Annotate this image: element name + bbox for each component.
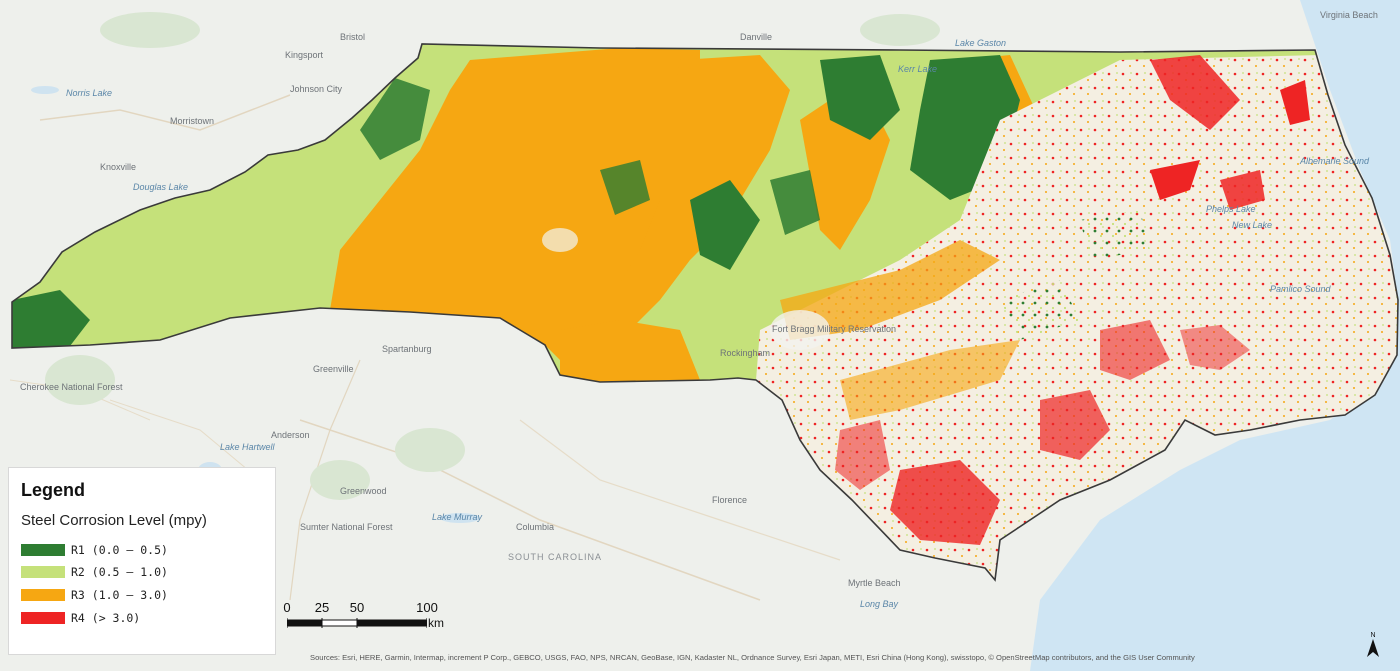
place-label: Pamlico Sound [1270, 284, 1332, 294]
place-label: Sumter National Forest [300, 522, 393, 532]
place-label: Fort Bragg Military Reservation [772, 324, 896, 334]
place-label: SOUTH CAROLINA [508, 552, 602, 562]
place-label: Knoxville [100, 162, 136, 172]
place-label: Kingsport [285, 50, 324, 60]
place-label: Bristol [340, 32, 365, 42]
place-label: Cherokee National Forest [20, 382, 123, 392]
legend-title: Legend [21, 480, 86, 500]
north-arrow-label: N [1370, 632, 1375, 639]
place-label: Morristown [170, 116, 214, 126]
scale-bar: 0 25 50 100 km [283, 600, 453, 632]
legend-swatch-r4 [21, 612, 65, 624]
scale-bar-graphic [287, 618, 427, 628]
place-label: Columbia [516, 522, 554, 532]
legend-label-r3: R3 (1.0 – 3.0) [71, 588, 168, 602]
place-label: Anderson [271, 430, 310, 440]
place-label: Rockingham [720, 348, 770, 358]
ocean [1030, 0, 1400, 671]
place-label: New Lake [1232, 220, 1272, 230]
place-label: Kerr Lake [898, 64, 937, 74]
place-label: Florence [712, 495, 747, 505]
legend-item-r1: R1 (0.0 – 0.5) [21, 542, 168, 558]
place-label: Lake Gaston [955, 38, 1006, 48]
legend-item-r2: R2 (0.5 – 1.0) [21, 564, 168, 580]
legend-swatch-r2 [21, 566, 65, 578]
place-label: Greenwood [340, 486, 387, 496]
place-label: Myrtle Beach [848, 578, 901, 588]
place-label: Greenville [313, 364, 354, 374]
place-label: Johnson City [290, 84, 343, 94]
place-label: Long Bay [860, 599, 899, 609]
legend-panel: Legend Steel Corrosion Level (mpy) R1 (0… [8, 467, 276, 655]
nc-state-outline [11, 43, 1399, 582]
legend-item-r4: R4 (> 3.0) [21, 610, 140, 626]
scale-tick-label: 25 [314, 600, 330, 615]
legend-swatch-r3 [21, 589, 65, 601]
place-label: Lake Murray [432, 512, 483, 522]
map-attribution: Sources: Esri, HERE, Garmin, Intermap, i… [310, 653, 1195, 662]
legend-label-r4: R4 (> 3.0) [71, 611, 141, 625]
legend-subtitle: Steel Corrosion Level (mpy) [21, 512, 207, 529]
place-label: Danville [740, 32, 772, 42]
place-label: Douglas Lake [133, 182, 188, 192]
scale-unit-label: km [428, 616, 444, 630]
scale-tick-label: 100 [416, 600, 438, 615]
place-label: Virginia Beach [1320, 10, 1378, 20]
legend-item-r3: R3 (1.0 – 3.0) [21, 587, 168, 603]
place-label: Albemarle Sound [1299, 156, 1370, 166]
legend-label-r2: R2 (0.5 – 1.0) [71, 565, 168, 579]
legend-label-r1: R1 (0.0 – 0.5) [71, 543, 168, 557]
place-label: Lake Hartwell [220, 442, 276, 452]
north-arrow-icon: N [1367, 632, 1379, 657]
place-label: Spartanburg [382, 344, 432, 354]
scale-tick-label: 0 [283, 600, 291, 615]
legend-swatch-r1 [21, 544, 65, 556]
scale-tick-label: 50 [349, 600, 365, 615]
place-label: Norris Lake [66, 88, 112, 98]
place-label: Phelps Lake [1206, 204, 1256, 214]
